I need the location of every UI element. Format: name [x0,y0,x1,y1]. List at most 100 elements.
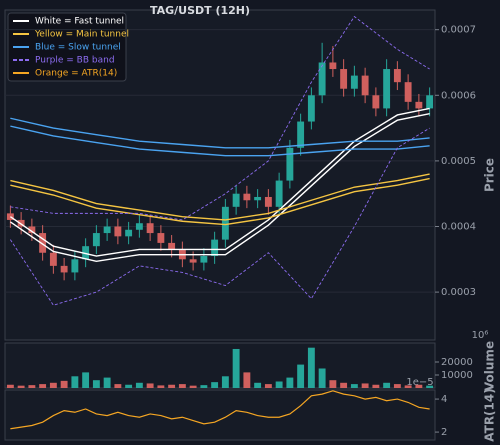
candle-body [71,259,79,273]
y-axis-label: Price [483,158,497,192]
candle-body [92,233,100,247]
volume-bar [146,383,154,388]
volume-bar [49,382,57,388]
candle-body [157,233,165,243]
indicator-line [9,112,430,262]
offset-label: 1e−5 [406,377,433,388]
candle-body [426,95,434,109]
volume-panel [4,342,436,389]
volume-bar [17,385,25,388]
atr-line [10,390,430,430]
volume-bar [103,377,111,388]
candle-body [340,69,348,89]
indicator-line [9,127,430,306]
y-tick-label: 2 [441,427,447,438]
legend-label: Purple = BB band [35,56,115,66]
candle-body [361,75,369,96]
legend-label: Yellow = Main tunnel [34,30,129,40]
atr-panel [4,389,436,441]
volume-bar [254,382,262,388]
indicator-line [10,117,430,149]
volume-bar [232,348,240,388]
candle-body [211,239,219,257]
volume-bar [329,380,337,388]
volume-bar [211,382,219,388]
volume-bar [125,384,133,388]
candle-body [307,95,315,122]
candle-body [221,206,229,240]
candle-body [264,196,272,207]
candle-body [372,95,380,109]
volume-bar [350,384,358,388]
candle-body [114,226,122,237]
indicator-line [10,15,430,221]
volume-bar [307,347,315,388]
candle-body [318,62,326,96]
candle-body [404,82,412,102]
volume-bar [6,384,14,388]
volume-bar [286,377,294,388]
candle-body [393,69,401,83]
indicator-line [9,107,430,257]
y-axis-label: Volume [483,341,497,391]
volume-bar [168,384,176,388]
candle-body [254,196,262,201]
candle-body [232,193,240,207]
legend-label: Blue = Slow tunnel [35,43,121,53]
candle-body [189,259,197,263]
volume-bar [200,385,208,388]
candle-body [329,62,337,70]
candle-body [60,265,68,273]
volume-bar [28,385,36,388]
volume-bar [393,384,401,388]
candle-body [28,226,36,234]
candle-body [49,252,57,266]
candle-body [82,246,90,260]
candle-body [125,229,133,237]
candle-body [243,193,251,201]
y-tick-label: 0.0005 [441,156,476,167]
candle-body [200,256,208,263]
volume-bar [60,380,68,388]
y-tick-label: 0.0003 [441,287,476,298]
volume-bar [372,384,380,388]
volume-bar [275,381,283,388]
candle-body [103,226,111,234]
volume-bar [404,385,412,388]
volume-bar [39,384,47,388]
volume-bar [114,384,122,388]
volume-bar [415,384,423,388]
volume-bar [157,385,165,388]
offset-label: 10⁶ [472,330,489,341]
volume-bar [135,382,143,388]
volume-bar [189,385,197,388]
indicator-line [10,125,430,157]
volume-bar [297,364,305,388]
candle-body [135,223,143,230]
indicator-line [10,173,430,221]
candle-body [39,233,47,253]
y-tick-label: 0.0007 [441,25,476,36]
indicator-line [10,177,430,226]
volume-bar [82,372,90,388]
y-tick-label: 0.0004 [441,222,476,233]
volume-bar [71,376,79,388]
candle-body [286,147,294,181]
legend-label: Orange = ATR(14) [35,69,117,79]
volume-bar [361,383,369,388]
candle-body [275,180,283,207]
volume-bar [92,380,100,388]
volume-bar [264,384,272,388]
y-tick-label: 20000 [441,357,473,368]
y-tick-label: 0.0006 [441,90,476,101]
y-tick-label: 10000 [441,370,473,381]
candle-body [146,223,154,234]
volume-bar [178,384,186,388]
candle-body [383,69,391,109]
volume-bar [318,368,326,388]
y-tick-label: 4 [441,394,447,405]
volume-bar [340,382,348,388]
y-axis-label: ATR(14) [483,388,497,441]
volume-bar [243,372,251,388]
